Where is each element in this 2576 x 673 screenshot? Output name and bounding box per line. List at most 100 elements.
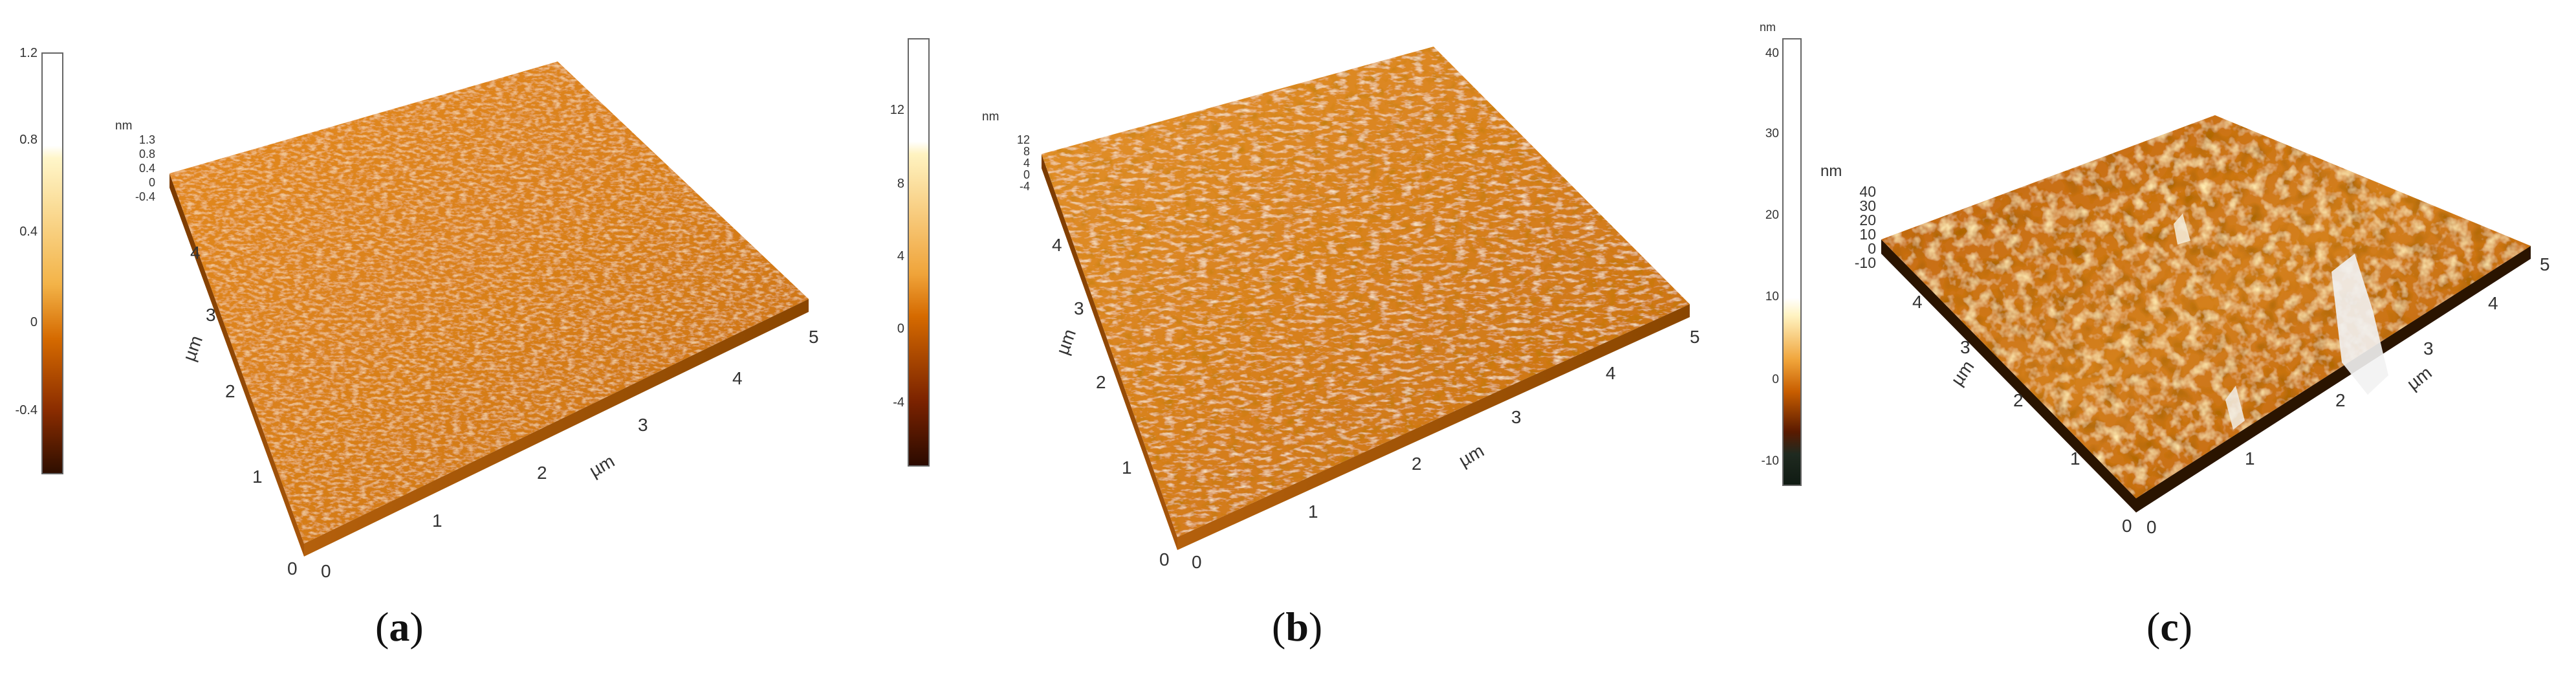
x-axis-c-label: µm [2403, 362, 2436, 394]
y-axis-b-tick: 4 [1052, 235, 1062, 255]
x-axis-a-tick: 0 [321, 561, 331, 581]
colorbar-a-tick: 0.8 [19, 133, 38, 147]
y-axis-c-tick: 1 [2070, 448, 2080, 469]
y-axis-c-tick: 2 [2013, 390, 2024, 410]
z-axis-c-tick: 0 [1868, 240, 1876, 257]
surface-c-side-left [1881, 239, 2136, 513]
y-axis-c-tick: 0 [2122, 516, 2132, 536]
z-axis-b-unit: nm [982, 110, 999, 124]
x-axis-a-tick: 2 [537, 463, 547, 483]
surface-b-side-right [1177, 304, 1690, 550]
x-axis-b-tick: 1 [1308, 502, 1318, 522]
z-axis-c-tick: -10 [1855, 254, 1876, 271]
z-axis-c-tick: 40 [1859, 183, 1876, 200]
colorbar-a-tick: 0 [30, 315, 38, 329]
panel-a-caption-letter: a [389, 604, 409, 650]
colorbar-a-bar [41, 52, 63, 474]
x-axis-a-tick: 3 [638, 415, 648, 435]
panel-c-caption: (c) [2146, 604, 2192, 650]
colorbar-c-tick: 0 [1772, 373, 1779, 386]
y-axis-b-tick: 3 [1074, 298, 1084, 318]
x-axis-a-label: µm [586, 451, 618, 481]
x-axis-a-tick: 1 [432, 511, 442, 531]
z-axis-a-tick: -0.4 [135, 190, 155, 203]
colorbar-b-tick: 8 [897, 177, 904, 191]
z-axis-a-tick: 0.4 [139, 162, 155, 175]
colorbar-c-tick: 30 [1765, 127, 1779, 140]
y-axis-b-tick: 1 [1122, 458, 1132, 478]
colorbar-c-tick: 20 [1765, 208, 1779, 222]
colorbar-b-tick: -4 [893, 395, 904, 410]
afm-surface-a [169, 61, 809, 544]
colorbar-a-tick: 1.2 [19, 46, 38, 60]
y-axis-c-label: µm [1947, 357, 1978, 389]
x-axis-c-tick: 5 [2540, 254, 2550, 274]
y-axis-a-tick: 3 [206, 305, 216, 325]
surface-c-peaks [2174, 214, 2388, 430]
colorbar-b-bar [908, 38, 930, 467]
panel-b: 12 8 4 0 -4 nm 12 8 4 0 -4 0 1 2 3 4 µm … [890, 38, 1700, 650]
z-axis-a-tick: 0.8 [139, 148, 155, 160]
x-axis-c-tick: 1 [2245, 448, 2255, 469]
colorbar-a: 1.2 0.8 0.4 0 -0.4 [16, 46, 63, 474]
surface-a-side-right [304, 299, 809, 557]
z-axis-b-tick: 12 [1017, 133, 1030, 146]
x-axis-b-label: µm [1456, 441, 1488, 471]
surface-a-side-left [169, 173, 304, 557]
y-axis-a-label: µm [179, 333, 207, 364]
x-axis-a-tick: 5 [809, 327, 819, 347]
surface-c-side-right [2136, 246, 2531, 513]
afm-surface-c [1881, 115, 2531, 498]
colorbar-c-unit: nm [1760, 21, 1776, 34]
y-axis-c-tick: 4 [1912, 292, 1923, 312]
z-axis-c-tick: 10 [1859, 226, 1876, 243]
colorbar-c-bar [1782, 38, 1802, 486]
y-axis-b-label: µm [1053, 326, 1080, 357]
z-axis-c: nm 40 30 20 10 0 -10 [1820, 162, 1876, 271]
z-axis-b-tick: -4 [1020, 180, 1030, 193]
x-axis-c-tick: 0 [2146, 517, 2157, 537]
colorbar-b-tick: 0 [897, 322, 904, 336]
colorbar-b-tick: 12 [890, 103, 904, 117]
panel-c-caption-letter: c [2160, 604, 2178, 650]
z-axis-b: nm 12 8 4 0 -4 [982, 110, 1030, 193]
afm-surface-b [1042, 47, 1690, 537]
surface-c-peak [2174, 214, 2190, 245]
y-axis-a-tick: 0 [287, 558, 298, 579]
colorbar-c-tick: 10 [1765, 290, 1779, 303]
z-axis-a-unit: nm [115, 119, 132, 133]
panel-c: nm 40 30 20 10 0 -10 nm 40 30 20 10 0 -1… [1760, 21, 2550, 650]
surface-b-side-left [1042, 154, 1177, 550]
colorbar-c: nm 40 30 20 10 0 -10 [1760, 21, 1802, 486]
colorbar-c-tick: 40 [1765, 47, 1779, 60]
y-axis-c-tick: 3 [1960, 337, 1970, 357]
y-axis-a-tick: 1 [252, 467, 263, 487]
y-axis-a-tick: 4 [190, 243, 201, 263]
y-axis-b-tick: 2 [1096, 372, 1106, 392]
x-axis-c-tick: 3 [2423, 338, 2434, 359]
x-axis-b-tick: 0 [1192, 552, 1202, 572]
colorbar-b-tick: 4 [897, 249, 904, 263]
colorbar-c-tick: -10 [1762, 454, 1779, 468]
colorbar-a-tick: 0.4 [19, 225, 38, 239]
surface-c-peak [2331, 254, 2388, 395]
panel-b-caption: (b) [1272, 604, 1322, 650]
z-axis-a-tick: 1.3 [139, 133, 155, 146]
z-axis-c-tick: 20 [1859, 212, 1876, 228]
x-axis-b-tick: 2 [1412, 454, 1422, 474]
panel-a-caption: (a) [375, 604, 424, 650]
x-axis-b-tick: 4 [1606, 363, 1616, 383]
z-axis-b-tick: 4 [1023, 157, 1030, 170]
z-axis-c-unit: nm [1820, 162, 1842, 180]
y-axis-a-tick: 2 [225, 381, 235, 401]
z-axis-b-tick: 8 [1023, 145, 1030, 158]
colorbar-b: 12 8 4 0 -4 [890, 38, 930, 467]
z-axis-a: nm 1.3 0.8 0.4 0 -0.4 [115, 119, 155, 203]
x-axis-b-tick: 3 [1511, 407, 1522, 427]
x-axis-c-tick: 2 [2335, 390, 2346, 410]
z-axis-a-tick: 0 [149, 176, 155, 189]
x-axis-a-tick: 4 [732, 368, 743, 388]
z-axis-b-tick: 0 [1023, 168, 1030, 181]
x-axis-c-tick: 4 [2488, 293, 2498, 313]
